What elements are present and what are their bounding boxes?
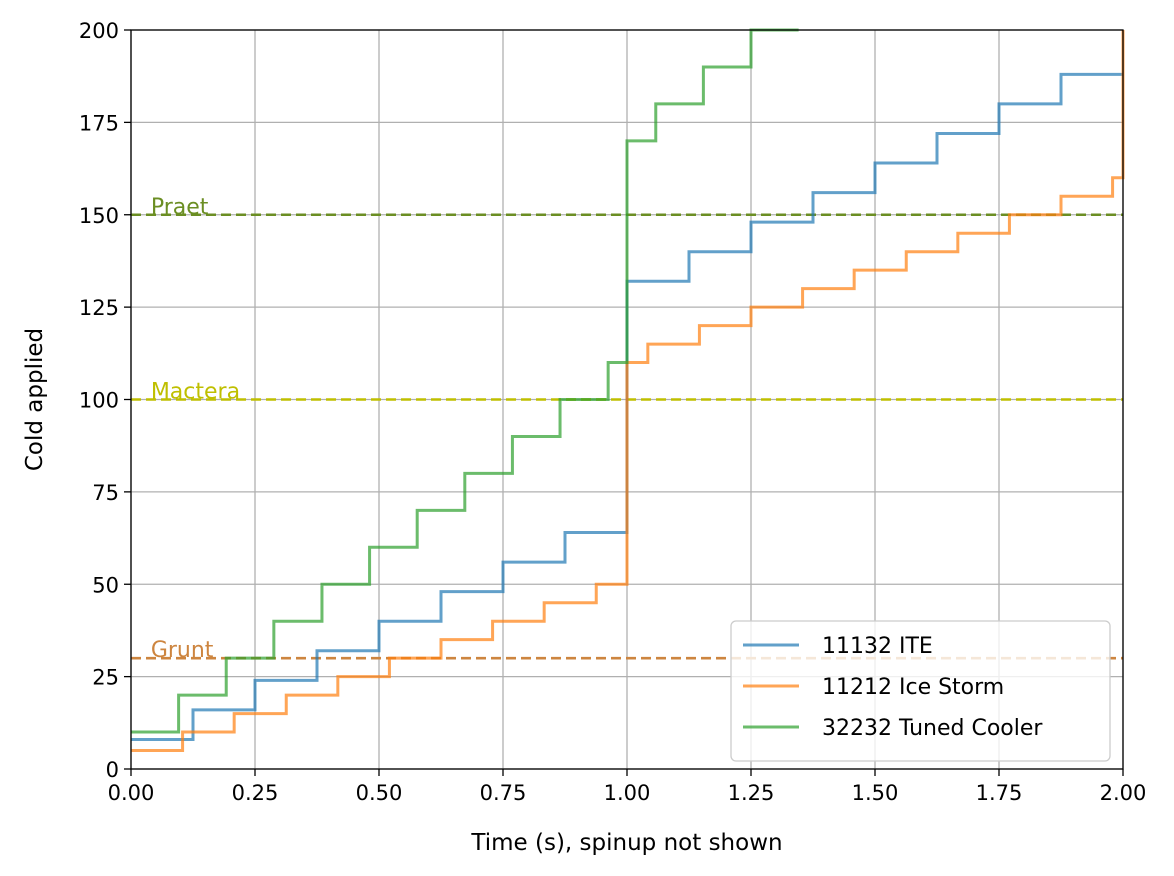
legend-label-1: 11212 Ice Storm [822, 675, 1004, 700]
y-tick-label-6: 150 [79, 204, 119, 228]
series-line-1 [131, 30, 1125, 753]
series-lines [131, 28, 1125, 753]
x-tick-label-0: 0.00 [108, 781, 155, 805]
y-tick-label-0: 0 [106, 758, 119, 782]
x-axis-ticks: 0.00 0.25 0.50 0.75 1.00 1.25 1.50 1.75 2.00 [108, 769, 1147, 805]
legend: 11132 ITE 11212 Ice Storm 32232 Tuned Cool… [730, 620, 1111, 762]
reference-label-praet: Praet [151, 195, 209, 220]
legend-label-2: 32232 Tuned Cooler [822, 716, 1043, 741]
x-tick-label-8: 2.00 [1100, 781, 1147, 805]
x-tick-label-1: 0.25 [232, 781, 279, 805]
y-tick-label-3: 75 [92, 481, 119, 505]
y-tick-label-7: 175 [79, 111, 119, 135]
legend-box [730, 620, 1111, 762]
reference-label-mactera: Mactera [151, 380, 240, 405]
y-axis-label: Cold applied [22, 328, 48, 471]
y-tick-label-4: 100 [79, 389, 119, 413]
x-tick-label-3: 0.75 [480, 781, 527, 805]
x-tick-label-5: 1.25 [728, 781, 775, 805]
x-tick-label-2: 0.50 [356, 781, 403, 805]
y-tick-label-1: 25 [92, 666, 119, 690]
series-line-2 [131, 28, 799, 734]
x-tick-label-6: 1.50 [852, 781, 899, 805]
x-tick-label-7: 1.75 [976, 781, 1023, 805]
y-axis-ticks: 0 25 50 75 100 125 150 175 200 [79, 19, 131, 782]
y-tick-label-8: 200 [79, 19, 119, 43]
x-tick-label-4: 1.00 [604, 781, 651, 805]
y-tick-label-5: 125 [79, 296, 119, 320]
y-tick-label-2: 50 [92, 573, 119, 597]
x-axis-label: Time (s), spinup not shown [470, 830, 782, 856]
legend-label-0: 11132 ITE [822, 634, 933, 659]
reference-label-grunt: Grunt [151, 638, 214, 663]
